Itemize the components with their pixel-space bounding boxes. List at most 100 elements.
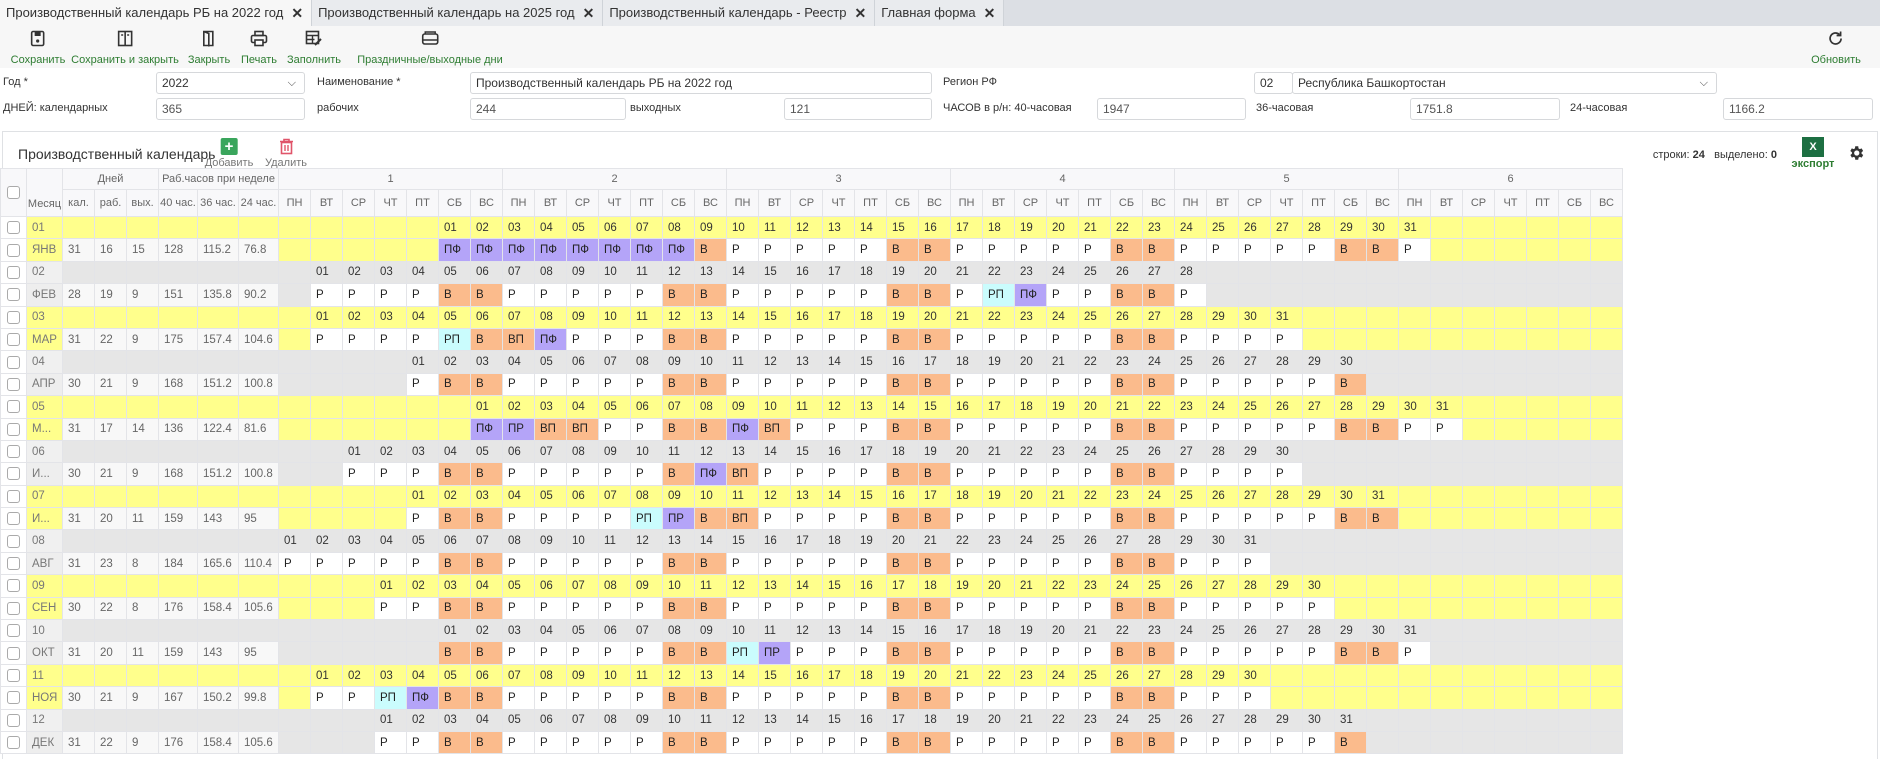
day-type-cell[interactable]: В [438, 507, 471, 531]
day-type-cell[interactable]: Р [950, 462, 983, 486]
hours-24-field[interactable]: 1166.2 [1723, 98, 1873, 120]
day-type-cell[interactable]: Р [1238, 730, 1271, 755]
table-row-dates[interactable]: 10 01 02 03 04 05 06 07 08 09 10 11 12 13 14 15 16 17 18 19… [0, 619, 1623, 643]
day-type-cell[interactable]: В [1142, 372, 1175, 397]
day-type-cell[interactable]: Р [822, 551, 855, 576]
day-type-cell[interactable]: Р [1174, 462, 1207, 486]
year-select[interactable]: 2022 ⌵ [156, 72, 305, 94]
day-type-cell[interactable]: В [1142, 283, 1175, 307]
day-type-cell[interactable]: В [1110, 283, 1143, 307]
day-type-cell[interactable]: Р [982, 372, 1015, 397]
row-checkbox[interactable] [0, 327, 27, 352]
day-type-cell[interactable]: Р [1014, 551, 1047, 576]
day-type-cell[interactable]: Р [502, 641, 535, 665]
day-type-cell[interactable]: Р [630, 327, 663, 352]
day-type-cell[interactable]: Р [630, 417, 663, 441]
row-checkbox[interactable] [0, 529, 27, 553]
day-type-cell[interactable]: Р [1014, 730, 1047, 755]
day-type-cell[interactable]: Р [854, 327, 887, 352]
day-type-cell[interactable]: Р [1302, 641, 1335, 665]
day-type-cell[interactable]: Р [726, 730, 759, 755]
day-type-cell[interactable]: Р [950, 730, 983, 755]
day-type-cell[interactable]: Р [406, 327, 439, 352]
day-type-cell[interactable]: Р [1206, 551, 1239, 576]
day-type-cell[interactable]: Р [374, 551, 407, 576]
day-type-cell[interactable]: В [1110, 462, 1143, 486]
day-type-cell[interactable]: В [662, 730, 695, 755]
day-type-cell[interactable]: Р [790, 507, 823, 531]
table-row-types[interactable]: И... 31 20 11 159 143 95 Р В В Р Р Р Р РП ПР В ВП Р Р Р Р В В Р Р… [0, 507, 1623, 531]
day-type-cell[interactable]: В [886, 238, 919, 262]
day-type-cell[interactable]: Р [502, 596, 535, 621]
day-type-cell[interactable]: В [470, 372, 503, 397]
day-type-cell[interactable]: В [886, 596, 919, 621]
day-type-cell[interactable]: Р [1014, 641, 1047, 665]
day-type-cell[interactable]: ВП [726, 462, 759, 486]
row-checkbox[interactable] [0, 372, 27, 397]
day-type-cell[interactable]: В [694, 238, 727, 262]
day-type-cell[interactable]: Р [1078, 283, 1111, 307]
day-type-cell[interactable]: Р [566, 730, 599, 755]
day-type-cell[interactable]: Р [758, 596, 791, 621]
day-type-cell[interactable]: Р [1302, 507, 1335, 531]
table-row-types[interactable]: АВГ 31 23 8 184 165.6 110.4 Р Р Р Р Р В В Р Р Р Р Р В В Р Р Р Р Р… [0, 551, 1623, 576]
day-type-cell[interactable]: ПР [662, 507, 695, 531]
day-type-cell[interactable]: В [662, 686, 695, 710]
day-type-cell[interactable]: В [886, 551, 919, 576]
day-type-cell[interactable]: Р [534, 372, 567, 397]
day-type-cell[interactable]: Р [598, 372, 631, 397]
day-type-cell[interactable]: Р [854, 372, 887, 397]
kal-header[interactable]: кал. [62, 189, 95, 217]
day-type-cell[interactable]: Р [1238, 462, 1271, 486]
table-row-dates[interactable]: 03 01 02 03 04 05 06 07 08 09 10 11 12 13 14 15 16 17 18 19… [0, 305, 1623, 329]
close-icon[interactable]: ✕ [582, 5, 595, 21]
day-type-cell[interactable]: Р [598, 641, 631, 665]
day-type-cell[interactable]: Р [534, 641, 567, 665]
row-checkbox[interactable] [0, 663, 27, 688]
print-button[interactable]: Печать [241, 30, 277, 68]
row-checkbox[interactable] [0, 417, 27, 441]
table-row-dates[interactable]: 11 01 02 03 04 05 06 07 08 09 10 11 12 13 14 15 16 17 18 19… [0, 663, 1623, 688]
day-type-cell[interactable]: Р [1078, 596, 1111, 621]
day-type-cell[interactable]: Р [758, 686, 791, 710]
day-type-cell[interactable]: В [1142, 238, 1175, 262]
day-type-cell[interactable]: РП [726, 641, 759, 665]
rab-header[interactable]: раб. [94, 189, 127, 217]
day-type-cell[interactable]: Р [1046, 686, 1079, 710]
day-type-cell[interactable]: ВП [502, 327, 535, 352]
day-type-cell[interactable]: ПР [758, 641, 791, 665]
day-type-cell[interactable]: Р [1302, 372, 1335, 397]
day-type-cell[interactable]: Р [534, 551, 567, 576]
day-type-cell[interactable]: Р [1174, 686, 1207, 710]
day-type-cell[interactable]: Р [598, 551, 631, 576]
day-type-cell[interactable]: Р [822, 686, 855, 710]
day-type-cell[interactable]: Р [342, 283, 375, 307]
day-type-cell[interactable]: Р [950, 507, 983, 531]
day-type-cell[interactable]: В [438, 372, 471, 397]
day-type-cell[interactable]: Р [1430, 417, 1463, 441]
day-type-cell[interactable]: Р [630, 641, 663, 665]
day-type-cell[interactable]: ПФ [470, 238, 503, 262]
day-type-cell[interactable]: В [918, 327, 951, 352]
day-type-cell[interactable]: В [438, 730, 471, 755]
day-type-cell[interactable]: Р [950, 283, 983, 307]
day-type-cell[interactable]: Р [982, 238, 1015, 262]
day-type-cell[interactable]: В [1110, 372, 1143, 397]
name-input[interactable]: Производственный календарь РБ на 2022 го… [470, 72, 932, 94]
day-type-cell[interactable]: Р [1238, 641, 1271, 665]
day-type-cell[interactable]: Р [1046, 283, 1079, 307]
day-type-cell[interactable]: Р [790, 641, 823, 665]
day-type-cell[interactable]: В [438, 551, 471, 576]
day-type-cell[interactable]: В [1142, 417, 1175, 441]
day-type-cell[interactable]: Р [1078, 551, 1111, 576]
table-row-types[interactable]: ЯНВ 31 16 15 128 115.2 76.8 ПФ ПФ ПФ ПФ ПФ ПФ ПФ ПФ В Р Р… [0, 238, 1623, 262]
day-type-cell[interactable]: Р [534, 730, 567, 755]
day-type-cell[interactable]: В [470, 641, 503, 665]
day-type-cell[interactable]: Р [822, 283, 855, 307]
day-type-cell[interactable]: Р [758, 551, 791, 576]
day-type-cell[interactable]: ПФ [598, 238, 631, 262]
day-type-cell[interactable]: В [918, 507, 951, 531]
day-type-cell[interactable]: Р [758, 238, 791, 262]
day-type-cell[interactable]: Р [374, 730, 407, 755]
